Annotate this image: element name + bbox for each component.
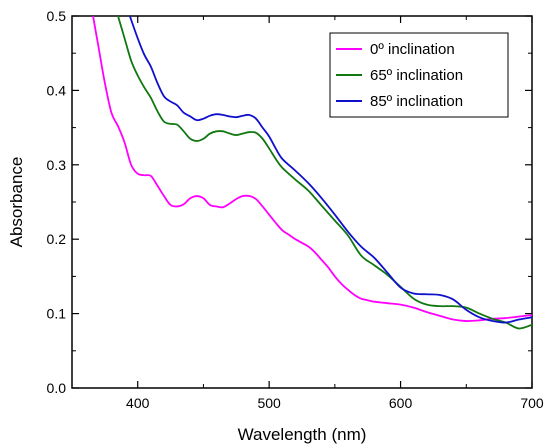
legend-label: 0º inclination <box>370 41 455 58</box>
legend: 0º inclination 65º inclination 85º inclina… <box>329 32 509 118</box>
y-tick-label: 0.4 <box>47 82 67 98</box>
x-tick-label: 700 <box>520 395 544 411</box>
series-line-0 <box>92 16 532 322</box>
y-tick-label: 0.1 <box>47 306 67 322</box>
series-line-2 <box>128 16 532 324</box>
x-tick-label: 600 <box>389 395 413 411</box>
y-tick-label: 0.0 <box>47 380 67 396</box>
x-tick-label: 400 <box>126 395 150 411</box>
legend-label: 85º inclination <box>370 93 463 110</box>
y-axis-title: Absorbance <box>7 157 26 248</box>
y-tick-label: 0.5 <box>47 8 67 24</box>
y-tick-label: 0.2 <box>47 231 67 247</box>
x-tick-label: 500 <box>257 395 281 411</box>
legend-label: 65º inclination <box>370 67 463 84</box>
x-axis-title: Wavelength (nm) <box>238 425 367 444</box>
axes-layer: 400 500 600 700 0.0 0.1 0.2 0.3 0.4 0.5 <box>47 8 544 411</box>
series-line-1 <box>117 16 532 330</box>
series-layer <box>92 16 532 330</box>
y-tick-label: 0.3 <box>47 157 67 173</box>
